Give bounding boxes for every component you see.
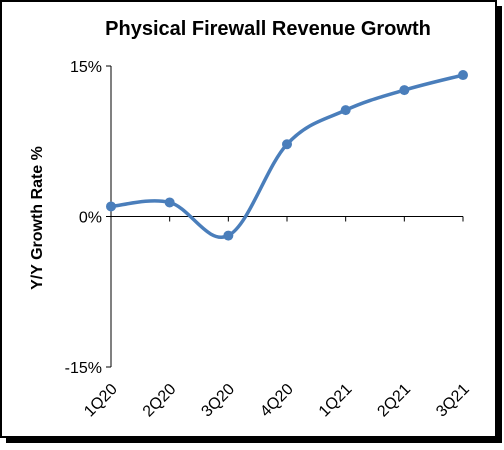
- y-axis-label: Y/Y Growth Rate %: [29, 146, 46, 290]
- data-point: [106, 201, 116, 212]
- y-tick-label: -15%: [65, 360, 102, 377]
- data-point: [399, 85, 410, 96]
- y-ticks: 15% 0% -15%: [65, 59, 111, 377]
- data-point: [282, 139, 292, 150]
- data-point: [223, 230, 234, 241]
- series-markers: [106, 70, 468, 241]
- data-point: [164, 197, 175, 208]
- data-point: [340, 105, 351, 116]
- y-tick-label: 15%: [70, 59, 102, 76]
- y-tick-label: 0%: [79, 210, 102, 227]
- chart-title: Physical Firewall Revenue Growth: [105, 18, 431, 40]
- chart-border: [0, 0, 497, 438]
- data-point: [458, 70, 468, 81]
